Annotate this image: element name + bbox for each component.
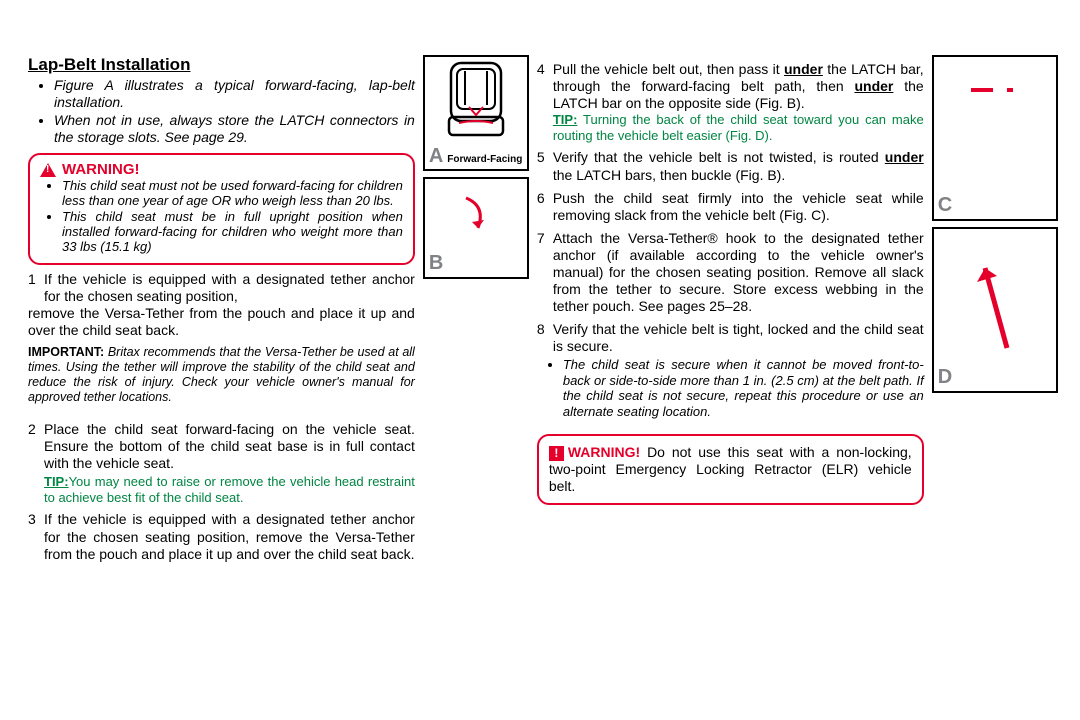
step-5: 5 Verify that the vehicle belt is not tw… bbox=[537, 149, 924, 183]
figures-right-column: C D bbox=[932, 55, 1058, 563]
step-1-text: If the vehicle is equipped with a design… bbox=[44, 271, 415, 305]
car-seat-icon bbox=[441, 57, 511, 143]
figure-d: D bbox=[932, 227, 1058, 393]
step-1: 1 If the vehicle is equipped with a desi… bbox=[28, 271, 415, 305]
intro-bullet-2: When not in use, always store the LATCH … bbox=[54, 112, 415, 145]
dash-line-icon bbox=[955, 76, 1035, 176]
step-8: 8 Verify that the vehicle belt is tight,… bbox=[537, 321, 924, 355]
warning-label: WARNING! bbox=[62, 161, 140, 178]
steps-left: 1 If the vehicle is equipped with a desi… bbox=[28, 265, 415, 305]
secure-note: The child seat is secure when it cannot … bbox=[563, 357, 924, 419]
step-1-cont: remove the Versa-Tether from the pouch a… bbox=[28, 305, 415, 339]
figure-d-letter: D bbox=[934, 366, 1056, 391]
left-column: Lap-Belt Installation Figure A illustrat… bbox=[28, 55, 415, 563]
figure-a-letter: A bbox=[429, 145, 443, 168]
curved-arrow-icon bbox=[446, 186, 506, 246]
figure-a: A Forward-Facing bbox=[423, 55, 529, 171]
step-3: 3 If the vehicle is equipped with a desi… bbox=[28, 511, 415, 562]
tip-routing: TIP: Turning the back of the child seat … bbox=[537, 112, 924, 143]
figure-b-letter: B bbox=[425, 252, 447, 277]
up-arrow-icon bbox=[955, 238, 1035, 358]
warning-box-1: WARNING! This child seat must not be use… bbox=[28, 153, 415, 265]
exclamation-icon: ! bbox=[549, 446, 564, 461]
figure-a-caption: Forward-Facing bbox=[447, 154, 522, 165]
figure-c: C bbox=[932, 55, 1058, 221]
warning-box-2: !WARNING! Do not use this seat with a no… bbox=[537, 434, 924, 505]
secure-note-list: The child seat is secure when it cannot … bbox=[537, 357, 924, 419]
step-4-text: Pull the vehicle belt out, then pass it … bbox=[553, 61, 924, 112]
intro-bullet-1: Figure A illustrates a typical forward-f… bbox=[54, 77, 415, 110]
step-7: 7 Attach the Versa-Tether® hook to the d… bbox=[537, 230, 924, 315]
tip-head-restraint: TIP:You may need to raise or remove the … bbox=[28, 474, 415, 505]
intro-bullets: Figure A illustrates a typical forward-f… bbox=[28, 77, 415, 147]
figure-c-letter: C bbox=[934, 194, 1056, 219]
warning-heading: WARNING! bbox=[40, 161, 403, 178]
figure-b: B bbox=[423, 177, 529, 279]
warning-bullet-1: This child seat must not be used forward… bbox=[62, 178, 403, 209]
step-4: 4 Pull the vehicle belt out, then pass i… bbox=[537, 61, 924, 112]
figures-mid-column: A Forward-Facing B bbox=[423, 55, 529, 563]
important-note: IMPORTANT: Britax recommends that the Ve… bbox=[28, 345, 415, 405]
warning-bullet-2: This child seat must be in full upright … bbox=[62, 209, 403, 255]
section-title: Lap-Belt Installation bbox=[28, 55, 415, 75]
right-column: 4 Pull the vehicle belt out, then pass i… bbox=[537, 55, 924, 563]
step-5-text: Verify that the vehicle belt is not twis… bbox=[553, 149, 924, 183]
step-6: 6 Push the child seat firmly into the ve… bbox=[537, 190, 924, 224]
step-2: 2 Place the child seat forward-facing on… bbox=[28, 421, 415, 472]
warning-triangle-icon bbox=[40, 163, 56, 177]
